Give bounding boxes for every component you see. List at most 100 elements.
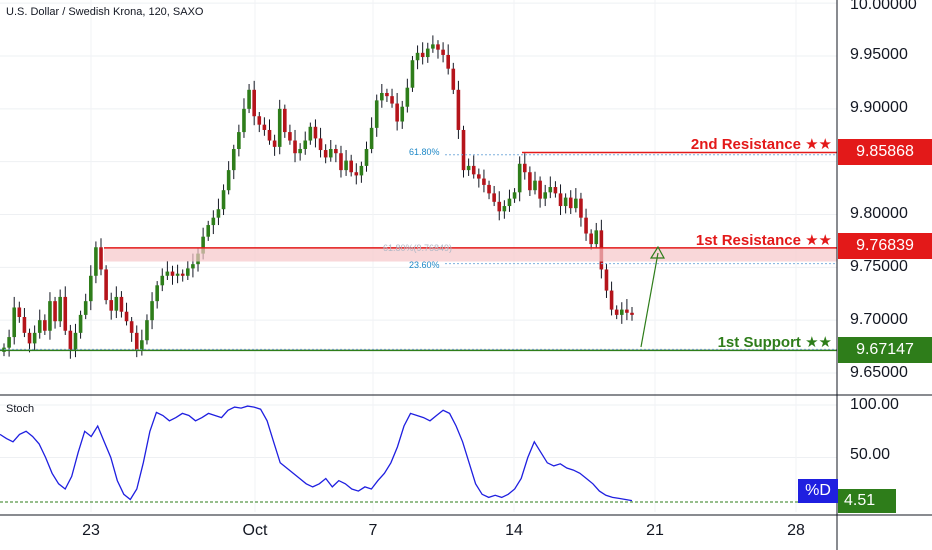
candle-body bbox=[191, 264, 195, 269]
candle-body bbox=[568, 197, 573, 209]
candle-body bbox=[349, 160, 353, 173]
candle-body bbox=[7, 337, 11, 348]
candle-body bbox=[328, 148, 333, 158]
candle-body bbox=[170, 271, 175, 276]
candle-body bbox=[563, 197, 568, 207]
resistance-2-price-tag: 9.85868 bbox=[838, 139, 932, 165]
candle-body bbox=[553, 187, 558, 194]
candle-body bbox=[477, 174, 481, 179]
candle-body bbox=[405, 87, 410, 107]
fib-61-8-mid-label: 61.80%(9.76849) bbox=[383, 243, 453, 253]
candle-body bbox=[231, 148, 236, 171]
date-tick: 14 bbox=[505, 522, 523, 539]
candle-body bbox=[625, 309, 629, 313]
candle-body bbox=[114, 296, 119, 311]
indicator-name: Stoch bbox=[6, 403, 35, 415]
candle-body bbox=[277, 108, 282, 147]
stoch-tick: 100.00 bbox=[850, 396, 899, 413]
candle-body bbox=[431, 44, 435, 49]
price-tick: 10.00000 bbox=[850, 0, 917, 13]
candle-body bbox=[614, 309, 619, 315]
candles bbox=[2, 35, 634, 359]
candle-body bbox=[257, 116, 262, 125]
candle-body bbox=[395, 103, 399, 122]
candle-body bbox=[374, 100, 379, 128]
candle-body bbox=[579, 198, 583, 218]
price-tick: 9.95000 bbox=[850, 46, 908, 63]
date-tick: 23 bbox=[82, 522, 100, 539]
candle-body bbox=[216, 209, 221, 218]
date-tick: 28 bbox=[787, 522, 805, 539]
candle-body bbox=[359, 165, 364, 176]
candle-body bbox=[385, 92, 389, 97]
candle-body bbox=[206, 225, 211, 237]
stoch-value-tag: 4.51 bbox=[838, 489, 896, 513]
candle-body bbox=[288, 132, 292, 141]
stoch-series-tag: %D bbox=[798, 479, 838, 503]
candle-body bbox=[308, 126, 313, 141]
candle-body bbox=[272, 140, 277, 147]
candle-body bbox=[94, 247, 98, 276]
candle-body bbox=[619, 309, 624, 315]
candle-body bbox=[140, 340, 144, 350]
candle-body bbox=[369, 127, 374, 149]
candle-body bbox=[461, 129, 466, 171]
candle-body bbox=[242, 108, 246, 133]
resistance-1-label: 1st Resistance ★★ bbox=[695, 232, 832, 249]
candle-body bbox=[37, 320, 42, 333]
date-tick: 21 bbox=[646, 522, 664, 539]
candle-body bbox=[145, 320, 149, 341]
support-1-price-tag: 9.67147 bbox=[838, 337, 932, 363]
resistance-1-price-tag: 9.76839 bbox=[838, 233, 932, 259]
candle-body bbox=[68, 330, 73, 350]
candle-body bbox=[456, 89, 461, 130]
candle-body bbox=[436, 44, 440, 50]
candle-body bbox=[78, 314, 83, 333]
candle-body bbox=[543, 192, 548, 199]
candle-body bbox=[318, 138, 323, 151]
candle-body bbox=[446, 54, 450, 69]
candle-body bbox=[247, 89, 251, 109]
candle-body bbox=[466, 165, 471, 171]
candle-body bbox=[420, 52, 425, 58]
candle-body bbox=[104, 269, 108, 301]
candle-body bbox=[43, 320, 47, 331]
stoch-panel bbox=[0, 405, 837, 503]
candle-body bbox=[165, 271, 170, 276]
candle-body bbox=[129, 321, 134, 333]
candle-body bbox=[502, 206, 507, 212]
price-tick: 9.65000 bbox=[850, 364, 908, 381]
stoch-tick: 50.00 bbox=[850, 446, 891, 463]
date-tick: 7 bbox=[368, 522, 378, 539]
candle-body bbox=[313, 126, 318, 139]
candle-body bbox=[512, 192, 517, 199]
candle-body bbox=[522, 163, 527, 173]
candle-body bbox=[558, 193, 563, 207]
candle-body bbox=[298, 148, 302, 154]
candle-body bbox=[160, 275, 165, 286]
candle-body bbox=[604, 269, 609, 291]
candle-body bbox=[594, 230, 599, 245]
candle-body bbox=[584, 217, 588, 234]
candle-body bbox=[63, 296, 68, 331]
candle-body bbox=[150, 301, 154, 321]
candle-body bbox=[221, 190, 226, 210]
stoch-d-line bbox=[0, 405, 633, 502]
fib-61-8-top-label: 61.80% bbox=[409, 147, 440, 157]
candle-body bbox=[415, 52, 420, 61]
date-tick: Oct bbox=[242, 522, 268, 539]
candle-body bbox=[201, 236, 205, 254]
candle-body bbox=[180, 273, 185, 276]
candle-body bbox=[119, 296, 124, 312]
candle-body bbox=[22, 316, 27, 333]
candle-body bbox=[390, 96, 394, 104]
candle-body bbox=[339, 153, 343, 171]
candle-body bbox=[109, 300, 114, 311]
candle-body bbox=[451, 68, 456, 90]
chart-title: U.S. Dollar / Swedish Krona, 120, SAXO bbox=[6, 6, 204, 18]
candle-body bbox=[482, 178, 486, 185]
candle-body bbox=[283, 108, 287, 133]
candle-body bbox=[492, 193, 496, 202]
